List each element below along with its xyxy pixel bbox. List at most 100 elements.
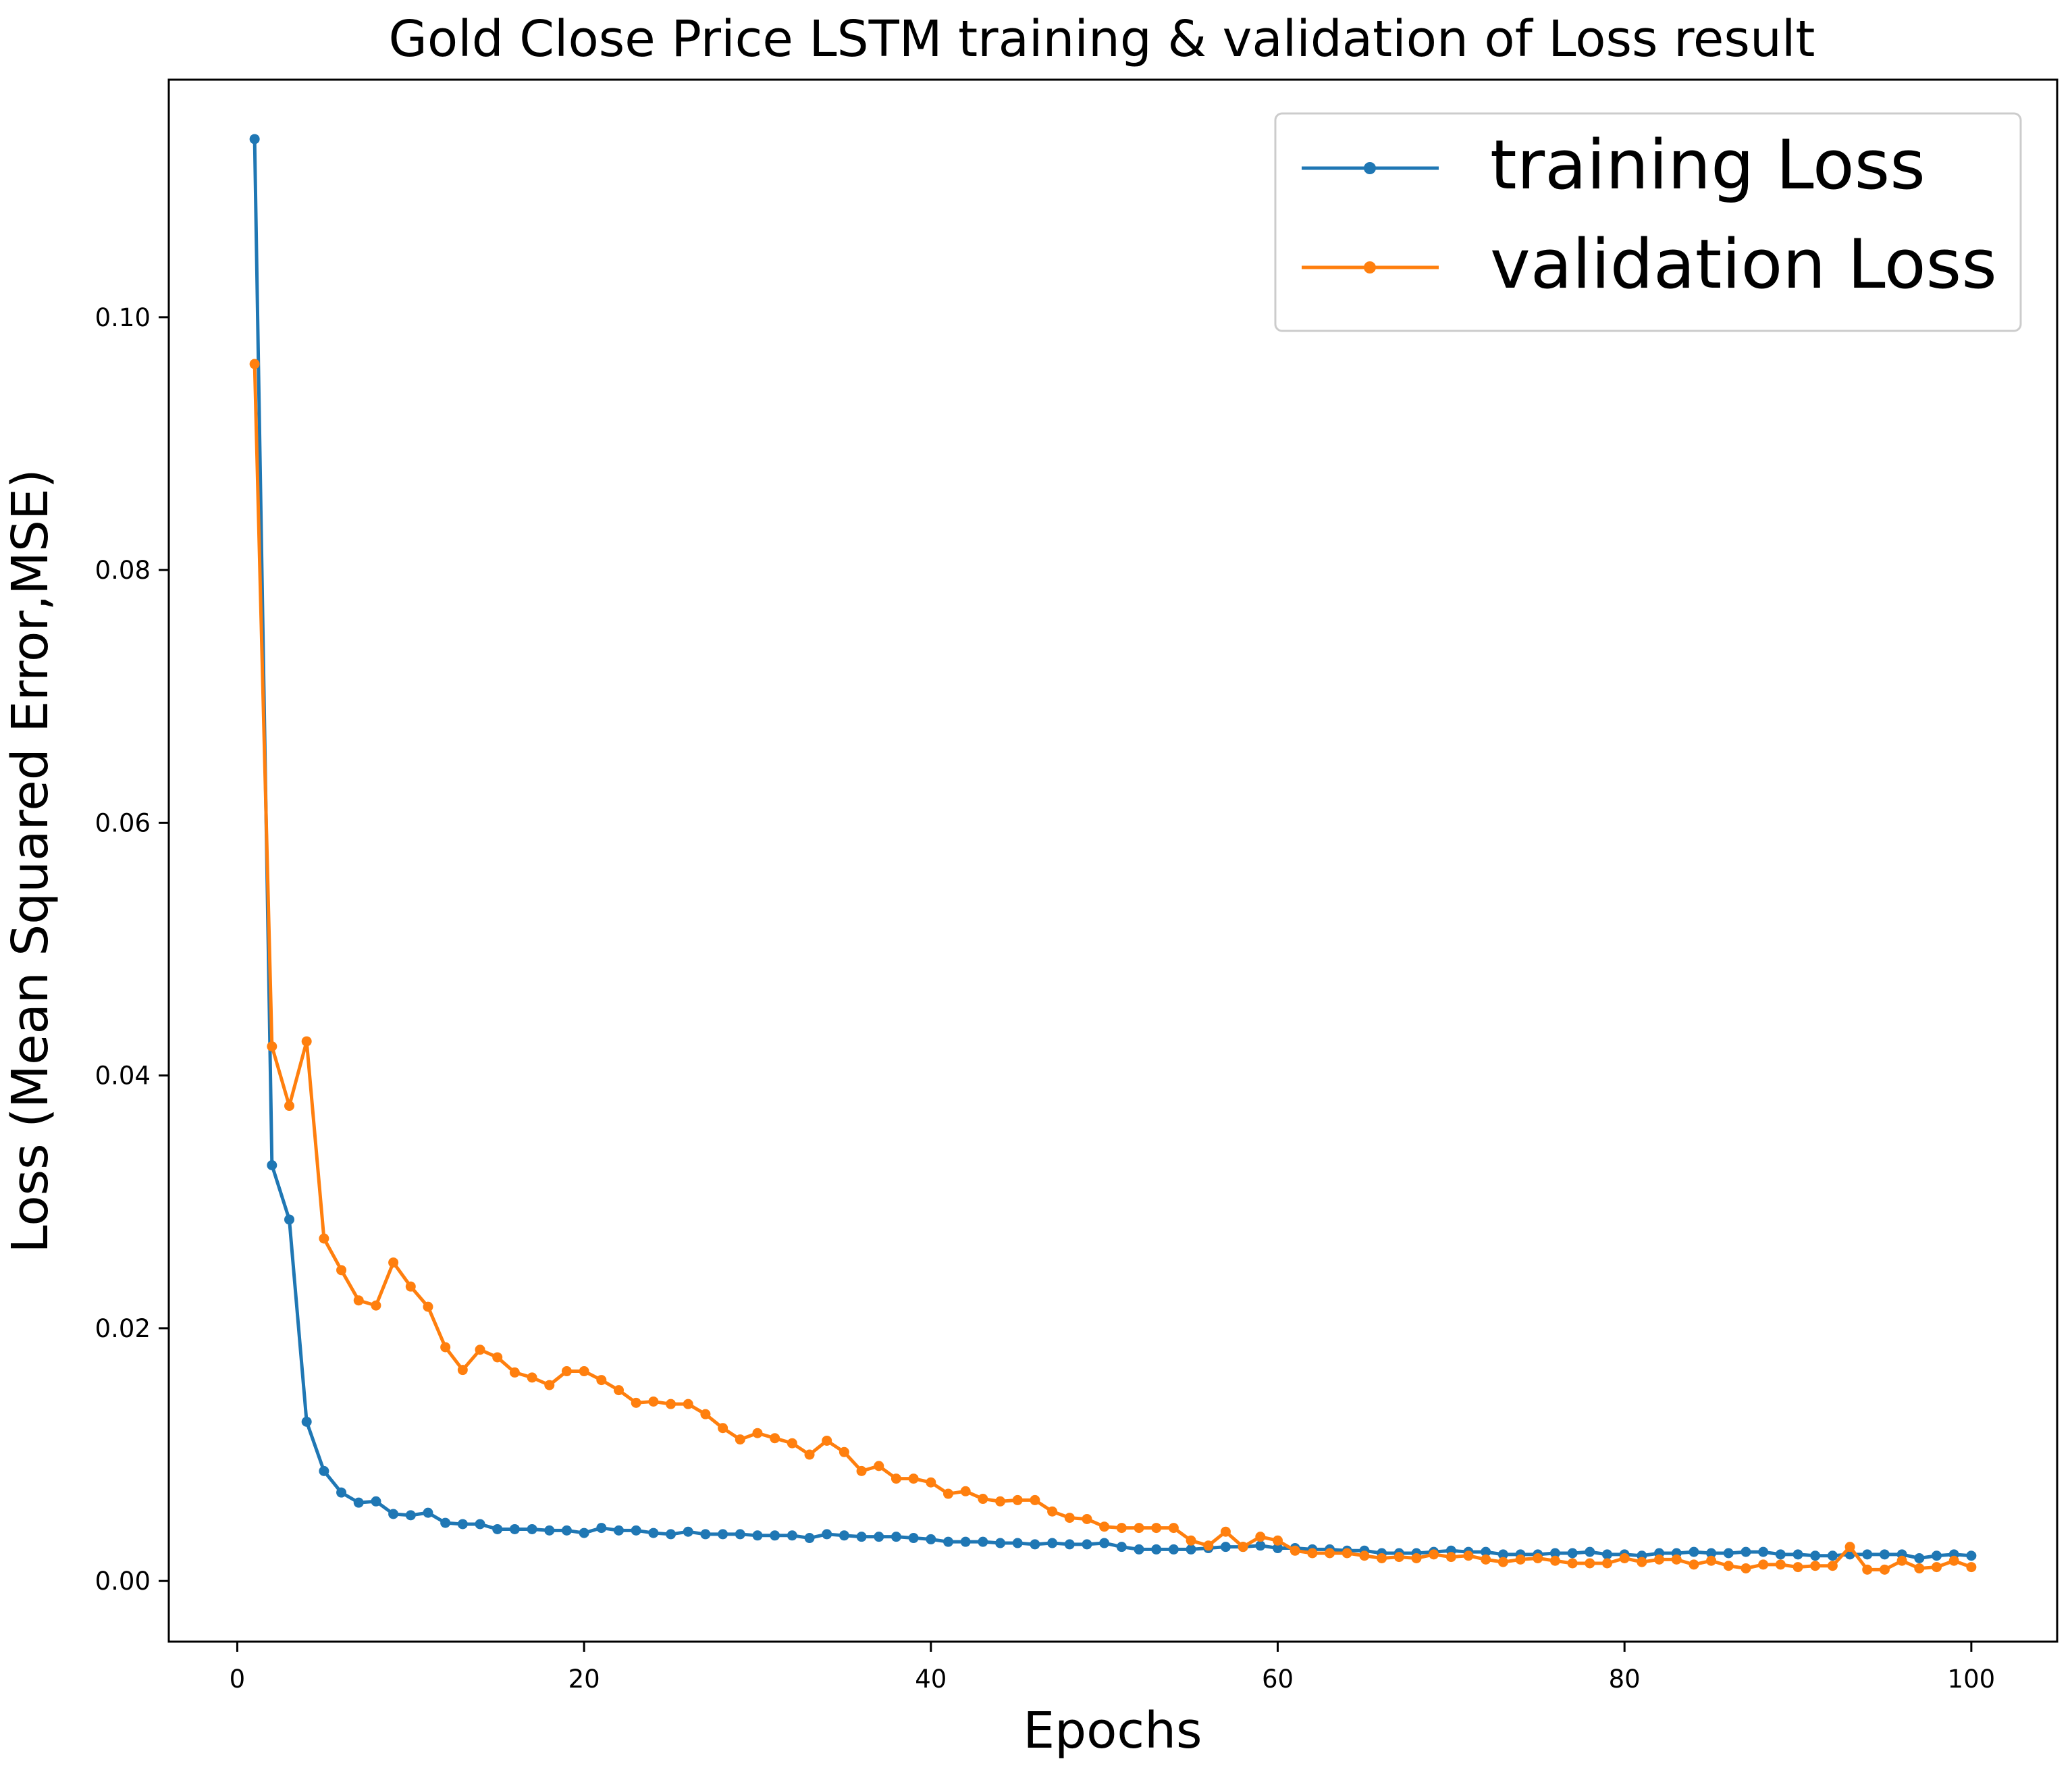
y-tick-label: 0.06 [95,808,151,837]
x-tick-label: 20 [568,1665,600,1694]
data-point-training-loss [1706,1548,1717,1559]
data-point-validation-loss [1533,1553,1543,1563]
data-point-validation-loss [822,1435,832,1446]
data-point-training-loss [319,1465,329,1476]
data-point-validation-loss [1238,1542,1248,1553]
data-point-validation-loss [492,1352,503,1363]
data-point-training-loss [249,134,260,145]
data-point-training-loss [804,1533,815,1544]
data-point-validation-loss [509,1367,520,1378]
data-point-training-loss [960,1536,971,1547]
data-point-validation-loss [423,1301,433,1312]
data-point-validation-loss [1844,1542,1855,1553]
data-point-validation-loss [1359,1550,1370,1561]
data-point-training-loss [388,1509,399,1519]
data-point-training-loss [978,1536,988,1547]
data-point-training-loss [770,1530,780,1541]
data-point-training-loss [353,1497,364,1508]
data-point-validation-loss [1272,1535,1283,1546]
data-point-training-loss [1741,1546,1751,1557]
y-axis: 0.00 0.02 0.04 0.06 0.08 0.10 [95,303,169,1596]
data-point-validation-loss [1030,1494,1040,1505]
data-point-validation-loss [1463,1550,1474,1561]
data-point-training-loss [440,1517,451,1528]
data-point-training-loss [1497,1549,1508,1560]
data-point-training-loss [614,1525,625,1536]
data-point-validation-loss [1810,1561,1821,1571]
data-point-training-loss [1792,1549,1803,1560]
data-point-validation-loss [1741,1563,1751,1573]
x-tick-label: 40 [915,1665,947,1694]
data-point-validation-loss [752,1428,763,1438]
series-line-validation-loss [253,363,1972,1571]
data-point-training-loss [1966,1550,1977,1561]
x-tick-label: 60 [1262,1665,1294,1694]
data-point-validation-loss [544,1380,555,1390]
data-point-validation-loss [1325,1548,1335,1559]
data-point-training-loss [683,1526,693,1537]
data-point-training-loss [301,1416,312,1427]
data-point-validation-loss [1637,1557,1647,1567]
data-point-training-loss [822,1529,832,1540]
data-point-training-loss [1931,1550,1942,1561]
data-point-validation-loss [1723,1561,1734,1571]
data-point-validation-loss [1654,1554,1665,1565]
data-point-training-loss [1168,1544,1179,1555]
data-point-training-loss [1549,1548,1560,1559]
data-point-validation-loss [1220,1526,1231,1537]
data-point-training-loss [1151,1544,1162,1555]
data-point-validation-loss [1896,1555,1907,1566]
data-point-validation-loss [787,1438,797,1449]
data-point-validation-loss [1186,1535,1196,1546]
data-point-validation-loss [995,1496,1006,1507]
data-point-validation-loss [926,1477,936,1488]
data-point-validation-loss [301,1036,312,1047]
data-point-training-loss [1255,1540,1266,1551]
data-point-validation-loss [1099,1521,1110,1532]
data-point-training-loss [492,1523,503,1534]
data-point-training-loss [752,1530,763,1541]
data-point-validation-loss [1307,1548,1318,1559]
data-point-training-loss [666,1529,676,1540]
data-point-validation-loss [1168,1523,1179,1534]
data-point-validation-loss [735,1434,745,1445]
data-point-validation-loss [978,1494,988,1505]
data-point-validation-loss [666,1399,676,1409]
data-point-validation-loss [960,1486,971,1496]
data-point-validation-loss [908,1473,919,1484]
data-point-training-loss [267,1159,277,1170]
data-point-training-loss [1567,1548,1578,1559]
x-tick-label: 80 [1609,1665,1641,1694]
data-point-validation-loss [1706,1555,1717,1566]
data-point-training-loss [631,1525,641,1536]
plot-frame [167,78,2058,1643]
data-point-training-loss [527,1523,537,1534]
data-point-validation-loss [1255,1532,1266,1542]
data-point-validation-loss [1151,1523,1162,1534]
y-tick-label: 0.08 [95,556,151,585]
data-point-training-loss [943,1536,954,1547]
data-point-validation-loss [457,1365,468,1376]
data-point-training-loss [1064,1539,1075,1550]
data-point-validation-loss [874,1461,884,1471]
data-point-validation-loss [1827,1561,1838,1571]
data-point-validation-loss [1549,1555,1560,1566]
plot-area [249,134,1977,1575]
data-point-training-loss [891,1532,901,1542]
legend-marker-training-loss [1364,162,1376,174]
data-point-training-loss [1134,1544,1144,1555]
data-point-validation-loss [336,1265,347,1276]
x-tick-label: 0 [230,1665,246,1694]
data-point-validation-loss [700,1409,711,1419]
data-point-training-loss [1810,1550,1821,1561]
series-training-loss [249,134,1977,1563]
series-validation-loss [249,359,1977,1575]
data-point-training-loss [839,1530,849,1541]
data-point-validation-loss [1012,1494,1023,1505]
data-point-validation-loss [1342,1548,1352,1559]
data-point-validation-loss [1393,1552,1404,1563]
data-point-validation-loss [1567,1558,1578,1569]
data-point-validation-loss [1064,1513,1075,1523]
data-point-validation-loss [1116,1523,1127,1534]
data-point-training-loss [1914,1553,1925,1563]
